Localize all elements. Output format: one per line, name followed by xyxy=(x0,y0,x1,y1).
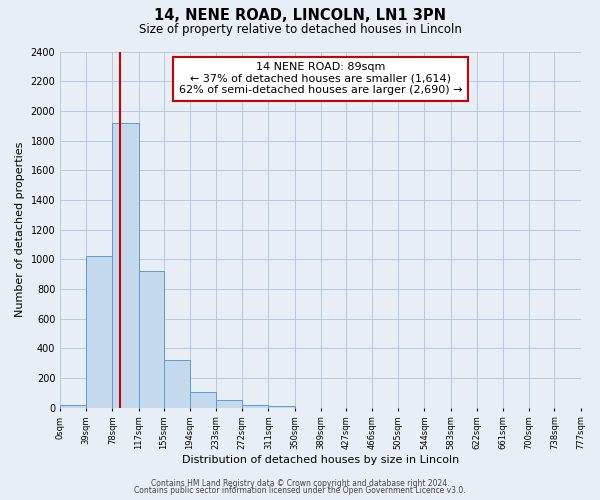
Text: 14 NENE ROAD: 89sqm
← 37% of detached houses are smaller (1,614)
62% of semi-det: 14 NENE ROAD: 89sqm ← 37% of detached ho… xyxy=(179,62,462,96)
Bar xyxy=(164,360,190,408)
Bar xyxy=(112,123,139,408)
Bar xyxy=(190,392,216,408)
Text: Contains HM Land Registry data © Crown copyright and database right 2024.: Contains HM Land Registry data © Crown c… xyxy=(151,478,449,488)
X-axis label: Distribution of detached houses by size in Lincoln: Distribution of detached houses by size … xyxy=(182,455,459,465)
Bar xyxy=(139,271,164,408)
Bar xyxy=(242,404,268,408)
Text: Contains public sector information licensed under the Open Government Licence v3: Contains public sector information licen… xyxy=(134,486,466,495)
Text: Size of property relative to detached houses in Lincoln: Size of property relative to detached ho… xyxy=(139,22,461,36)
Bar xyxy=(60,405,86,408)
Y-axis label: Number of detached properties: Number of detached properties xyxy=(15,142,25,318)
Bar xyxy=(216,400,242,408)
Text: 14, NENE ROAD, LINCOLN, LN1 3PN: 14, NENE ROAD, LINCOLN, LN1 3PN xyxy=(154,8,446,22)
Bar xyxy=(268,406,295,408)
Bar xyxy=(86,256,112,408)
